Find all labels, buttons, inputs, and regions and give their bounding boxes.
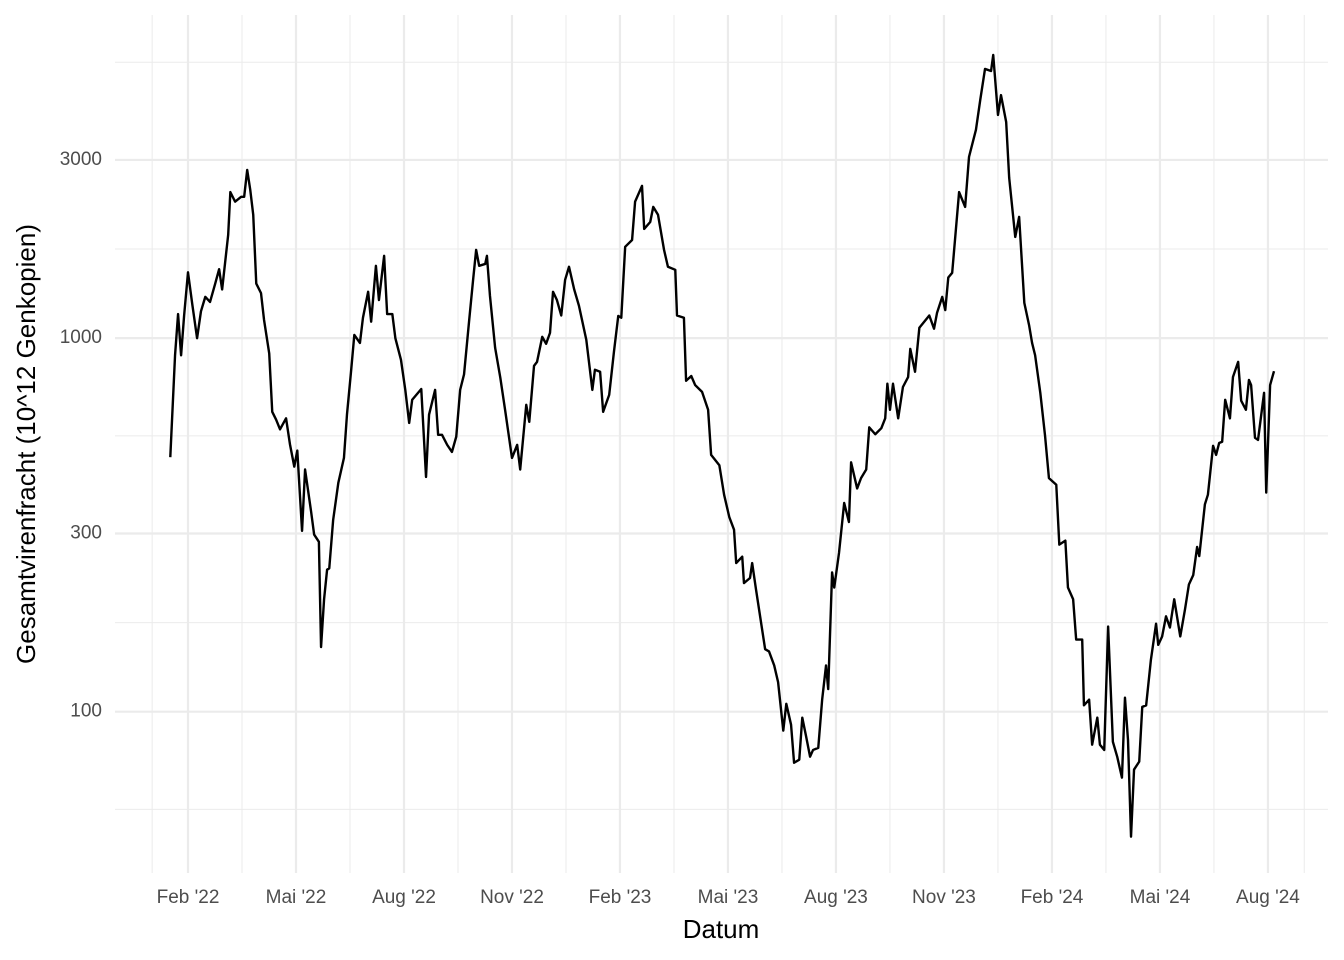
x-tick-label: Aug '24 bbox=[1236, 887, 1300, 908]
x-tick-label: Nov '23 bbox=[912, 887, 976, 908]
data-line bbox=[169, 53, 1276, 838]
y-tick-label: 300 bbox=[70, 522, 102, 543]
x-tick-label: Mai '23 bbox=[698, 887, 759, 908]
x-tick-label: Aug '23 bbox=[804, 887, 868, 908]
y-axis-title: Gesamtvirenfracht (10^12 Genkopien) bbox=[11, 224, 41, 664]
x-tick-label: Feb '23 bbox=[589, 887, 652, 908]
x-tick-label: Mai '24 bbox=[1130, 887, 1191, 908]
y-tick-label: 1000 bbox=[60, 327, 102, 348]
x-tick-label: Aug '22 bbox=[372, 887, 436, 908]
x-tick-label: Feb '22 bbox=[157, 887, 220, 908]
y-tick-label: 3000 bbox=[60, 149, 102, 170]
x-tick-label: Feb '24 bbox=[1021, 887, 1084, 908]
x-tick-label: Nov '22 bbox=[480, 887, 544, 908]
x-axis-title: Datum bbox=[683, 914, 760, 944]
y-tick-label: 100 bbox=[70, 701, 102, 722]
x-tick-label: Mai '22 bbox=[266, 887, 327, 908]
